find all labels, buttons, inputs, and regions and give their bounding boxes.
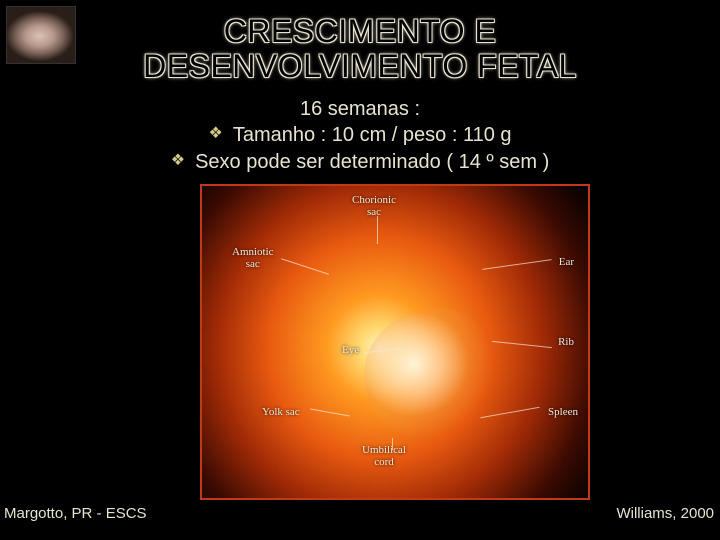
bullet-text: Tamanho : 10 cm / peso : 110 g [233, 124, 512, 146]
fetal-figure: Chorionicsac Amnioticsac Ear Eye Rib Spl… [200, 184, 590, 500]
subtitle: 16 semanas : [0, 98, 720, 121]
bullet-item: ❖ Sexo pode ser determinado ( 14 º sem ) [0, 149, 720, 176]
figure-label-ear: Ear [559, 256, 574, 268]
figure-leader-line [392, 438, 393, 450]
slide-title: CRESCIMENTO E DESENVOLVIMENTO FETAL [0, 14, 720, 84]
bullet-list: ❖ Tamanho : 10 cm / peso : 110 g ❖ Sexo po… [0, 122, 720, 176]
title-line-2: DESENVOLVIMENTO FETAL [143, 48, 577, 84]
figure-label-rib: Rib [558, 336, 574, 348]
figure-leader-line [377, 216, 378, 244]
bullet-diamond-icon: ❖ [208, 123, 222, 145]
bullet-diamond-icon: ❖ [171, 150, 185, 172]
figure-label-amniotic: Amnioticsac [232, 246, 274, 270]
bullet-text: Sexo pode ser determinado ( 14 º sem ) [195, 151, 549, 173]
figure-label-spleen: Spleen [548, 406, 578, 418]
footer-citation: Williams, 2000 [616, 505, 714, 522]
footer-author: Margotto, PR - ESCS [4, 505, 147, 522]
figure-label-yolk: Yolk sac [262, 406, 300, 418]
bullet-item: ❖ Tamanho : 10 cm / peso : 110 g [0, 122, 720, 149]
title-line-1: CRESCIMENTO E [224, 13, 497, 49]
figure-label-chorionic: Chorionicsac [352, 194, 396, 218]
figure-label-eye: Eye [342, 344, 359, 356]
figure-label-umbilical: Umbilicalcord [362, 444, 406, 468]
